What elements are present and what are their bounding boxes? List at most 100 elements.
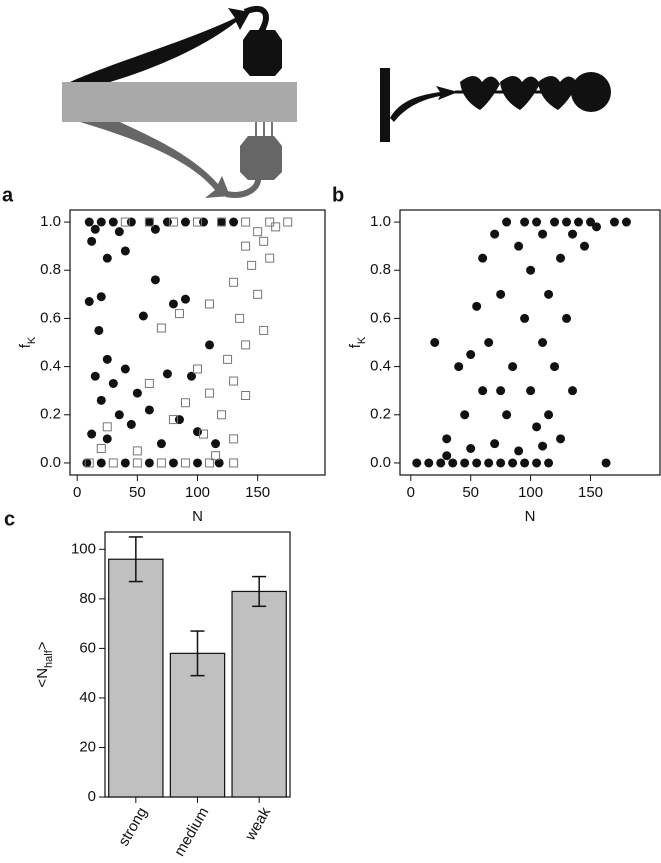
point — [514, 446, 524, 456]
point — [574, 217, 584, 227]
point — [562, 313, 572, 323]
point — [478, 253, 488, 263]
point — [621, 217, 631, 227]
point — [211, 439, 221, 449]
y-axis-label-part: K — [26, 336, 38, 344]
point — [205, 458, 215, 468]
y-axis-label-part: > — [34, 641, 51, 650]
point — [180, 217, 190, 227]
point — [96, 444, 106, 453]
point — [162, 369, 172, 379]
point — [556, 253, 566, 263]
point — [144, 458, 154, 468]
y-tick-label: 60 — [79, 639, 96, 656]
point — [601, 458, 611, 468]
point — [193, 427, 202, 437]
point — [193, 217, 202, 227]
motor-black — [243, 30, 282, 76]
point — [532, 217, 542, 227]
motor-gray — [240, 136, 282, 180]
point — [259, 236, 269, 246]
point — [96, 458, 106, 468]
y-tick-label: 0.4 — [370, 358, 391, 375]
domain — [571, 72, 611, 112]
x-tick-label: 50 — [462, 484, 479, 501]
arrow-hook — [243, 5, 269, 33]
plot-frame — [399, 209, 661, 476]
point — [156, 458, 166, 468]
point — [253, 227, 263, 237]
point — [168, 217, 178, 227]
point — [132, 458, 142, 468]
y-tick-label: 0.8 — [370, 261, 391, 278]
point — [217, 217, 227, 227]
point — [156, 323, 166, 333]
point — [412, 458, 422, 468]
point — [526, 265, 536, 275]
y-axis-label: fK — [17, 336, 38, 348]
point — [174, 415, 184, 425]
y-tick-label: 0 — [88, 788, 96, 805]
bar — [169, 652, 226, 798]
point — [538, 338, 548, 347]
point — [532, 422, 542, 432]
point — [114, 410, 124, 420]
point — [544, 289, 554, 299]
point — [283, 217, 293, 227]
panel-label: c — [4, 508, 15, 530]
point — [168, 299, 178, 309]
y-axis-label-part: <N — [34, 668, 51, 688]
x-tick-label: strong — [115, 804, 151, 849]
point — [430, 338, 440, 347]
bar — [108, 558, 164, 798]
point — [508, 362, 518, 372]
point — [144, 378, 154, 388]
x-tick-label: weak — [241, 804, 274, 844]
point — [132, 388, 142, 398]
point — [241, 340, 251, 350]
point — [82, 458, 92, 468]
point — [132, 446, 142, 456]
y-tick-label: 0.6 — [370, 309, 391, 326]
point — [84, 458, 94, 468]
point — [247, 260, 257, 270]
error-bar — [252, 575, 267, 608]
point — [448, 458, 458, 468]
x-tick-label: 150 — [245, 484, 270, 501]
point — [241, 241, 251, 251]
point — [568, 386, 578, 396]
y-tick-label: 100 — [71, 540, 96, 557]
point — [586, 217, 596, 227]
point — [108, 217, 118, 227]
point — [591, 222, 601, 232]
error-bar — [128, 536, 143, 583]
point — [454, 362, 464, 372]
point — [144, 405, 154, 415]
point — [496, 289, 506, 299]
domain — [500, 76, 540, 110]
point — [466, 350, 476, 360]
point — [520, 458, 530, 468]
point — [84, 297, 94, 307]
x-axis-label: N — [192, 508, 203, 525]
x-tick-label: 150 — [578, 484, 603, 501]
panel-label: b — [332, 184, 344, 206]
filament — [62, 82, 297, 122]
point — [460, 458, 470, 468]
point — [120, 364, 130, 374]
x-tick-label: 0 — [73, 484, 81, 501]
x-tick-label: 100 — [185, 484, 210, 501]
point — [538, 229, 548, 239]
point — [180, 398, 190, 408]
y-tick-label: 0.2 — [370, 406, 391, 423]
point — [156, 439, 166, 449]
point — [199, 429, 209, 439]
wall — [380, 68, 390, 142]
y-tick-label: 1.0 — [370, 213, 391, 230]
point — [229, 277, 239, 287]
y-tick-label: 0.6 — [40, 309, 61, 326]
y-tick-label: 1.0 — [40, 213, 61, 230]
x-tick-label: 50 — [129, 484, 146, 501]
arrow-up — [70, 8, 250, 82]
point — [205, 388, 215, 398]
